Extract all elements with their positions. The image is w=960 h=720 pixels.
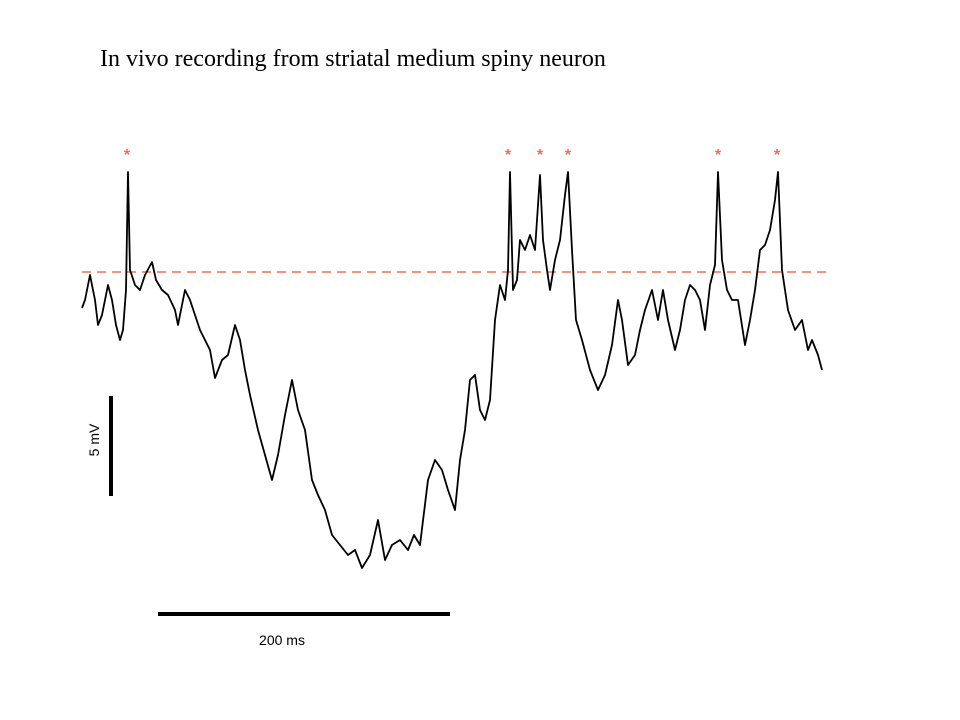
voltage-scale-label: 5 mV xyxy=(86,423,102,456)
spike-marker: * xyxy=(124,147,131,164)
spike-marker: * xyxy=(537,147,544,164)
spike-marker: * xyxy=(774,147,781,164)
spike-marker: * xyxy=(715,147,722,164)
spike-marker: * xyxy=(565,147,572,164)
spike-marker: * xyxy=(505,147,512,164)
time-scale-label: 200 ms xyxy=(259,632,305,648)
slide-title: In vivo recording from striatal medium s… xyxy=(100,46,606,72)
voltage-trace xyxy=(81,171,823,569)
